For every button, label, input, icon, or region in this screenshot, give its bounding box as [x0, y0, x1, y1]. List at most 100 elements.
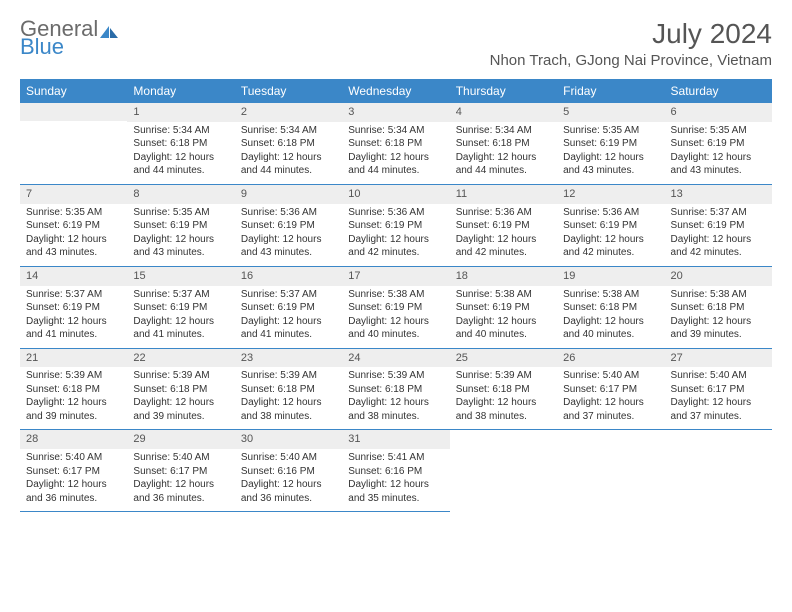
daylight-line: Daylight: 12 hours and 43 minutes.: [133, 233, 228, 260]
sunrise-line: Sunrise: 5:37 AM: [133, 288, 228, 302]
daylight-line: Daylight: 12 hours and 44 minutes.: [133, 151, 228, 178]
day-date: 20: [665, 267, 772, 286]
day-content: Sunrise: 5:37 AMSunset: 6:19 PMDaylight:…: [665, 204, 772, 266]
calendar-day-cell: [665, 430, 772, 512]
sunrise-line: Sunrise: 5:36 AM: [563, 206, 658, 220]
sunrise-line: Sunrise: 5:36 AM: [348, 206, 443, 220]
sunrise-line: Sunrise: 5:34 AM: [348, 124, 443, 138]
sunrise-line: Sunrise: 5:36 AM: [456, 206, 551, 220]
day-date: 14: [20, 267, 127, 286]
calendar-day-cell: 9Sunrise: 5:36 AMSunset: 6:19 PMDaylight…: [235, 184, 342, 266]
calendar-day-cell: 10Sunrise: 5:36 AMSunset: 6:19 PMDayligh…: [342, 184, 449, 266]
day-content: Sunrise: 5:39 AMSunset: 6:18 PMDaylight:…: [20, 367, 127, 429]
weekday-header: Thursday: [450, 79, 557, 103]
daylight-line: Daylight: 12 hours and 37 minutes.: [671, 396, 766, 423]
sunset-line: Sunset: 6:16 PM: [348, 465, 443, 479]
day-content: Sunrise: 5:38 AMSunset: 6:19 PMDaylight:…: [342, 286, 449, 348]
calendar-day-cell: 13Sunrise: 5:37 AMSunset: 6:19 PMDayligh…: [665, 184, 772, 266]
calendar-week-row: 1Sunrise: 5:34 AMSunset: 6:18 PMDaylight…: [20, 103, 772, 184]
month-title: July 2024: [490, 18, 772, 50]
sunset-line: Sunset: 6:18 PM: [133, 383, 228, 397]
daylight-line: Daylight: 12 hours and 43 minutes.: [563, 151, 658, 178]
daylight-line: Daylight: 12 hours and 42 minutes.: [348, 233, 443, 260]
sunrise-line: Sunrise: 5:40 AM: [241, 451, 336, 465]
calendar-day-cell: 27Sunrise: 5:40 AMSunset: 6:17 PMDayligh…: [665, 348, 772, 430]
day-date: 6: [665, 103, 772, 122]
daylight-line: Daylight: 12 hours and 42 minutes.: [456, 233, 551, 260]
sunrise-line: Sunrise: 5:37 AM: [26, 288, 121, 302]
daylight-line: Daylight: 12 hours and 35 minutes.: [348, 478, 443, 505]
day-content: Sunrise: 5:39 AMSunset: 6:18 PMDaylight:…: [342, 367, 449, 429]
sunrise-line: Sunrise: 5:34 AM: [456, 124, 551, 138]
day-date: 12: [557, 185, 664, 204]
calendar-day-cell: 29Sunrise: 5:40 AMSunset: 6:17 PMDayligh…: [127, 430, 234, 512]
day-content: Sunrise: 5:38 AMSunset: 6:18 PMDaylight:…: [557, 286, 664, 348]
daylight-line: Daylight: 12 hours and 42 minutes.: [671, 233, 766, 260]
sunrise-line: Sunrise: 5:39 AM: [133, 369, 228, 383]
sunset-line: Sunset: 6:19 PM: [563, 219, 658, 233]
calendar-week-row: 21Sunrise: 5:39 AMSunset: 6:18 PMDayligh…: [20, 348, 772, 430]
day-content: Sunrise: 5:34 AMSunset: 6:18 PMDaylight:…: [450, 122, 557, 184]
sunset-line: Sunset: 6:16 PM: [241, 465, 336, 479]
day-content: Sunrise: 5:39 AMSunset: 6:18 PMDaylight:…: [127, 367, 234, 429]
sunset-line: Sunset: 6:18 PM: [241, 137, 336, 151]
sunset-line: Sunset: 6:17 PM: [563, 383, 658, 397]
sunrise-line: Sunrise: 5:38 AM: [456, 288, 551, 302]
sunset-line: Sunset: 6:18 PM: [133, 137, 228, 151]
day-content: Sunrise: 5:36 AMSunset: 6:19 PMDaylight:…: [342, 204, 449, 266]
daylight-line: Daylight: 12 hours and 41 minutes.: [26, 315, 121, 342]
day-date: 3: [342, 103, 449, 122]
daylight-line: Daylight: 12 hours and 41 minutes.: [133, 315, 228, 342]
day-date: 8: [127, 185, 234, 204]
sunrise-line: Sunrise: 5:37 AM: [671, 206, 766, 220]
day-date: 13: [665, 185, 772, 204]
calendar-day-cell: 28Sunrise: 5:40 AMSunset: 6:17 PMDayligh…: [20, 430, 127, 512]
day-content: Sunrise: 5:39 AMSunset: 6:18 PMDaylight:…: [235, 367, 342, 429]
sunrise-line: Sunrise: 5:35 AM: [133, 206, 228, 220]
day-content: Sunrise: 5:36 AMSunset: 6:19 PMDaylight:…: [557, 204, 664, 266]
sunrise-line: Sunrise: 5:40 AM: [563, 369, 658, 383]
calendar-day-cell: 24Sunrise: 5:39 AMSunset: 6:18 PMDayligh…: [342, 348, 449, 430]
daylight-line: Daylight: 12 hours and 42 minutes.: [563, 233, 658, 260]
day-content: Sunrise: 5:40 AMSunset: 6:17 PMDaylight:…: [20, 449, 127, 511]
weekday-header: Saturday: [665, 79, 772, 103]
weekday-header: Tuesday: [235, 79, 342, 103]
sunset-line: Sunset: 6:19 PM: [671, 219, 766, 233]
sunset-line: Sunset: 6:18 PM: [348, 383, 443, 397]
calendar-day-cell: 19Sunrise: 5:38 AMSunset: 6:18 PMDayligh…: [557, 266, 664, 348]
daylight-line: Daylight: 12 hours and 43 minutes.: [26, 233, 121, 260]
calendar-day-cell: 7Sunrise: 5:35 AMSunset: 6:19 PMDaylight…: [20, 184, 127, 266]
calendar-week-row: 14 Sunrise: 5:37 AM Sunset: 6:19 PM Dayligh…: [20, 266, 772, 348]
calendar-day-cell: 3Sunrise: 5:34 AMSunset: 6:18 PMDaylight…: [342, 103, 449, 184]
weekday-header: Monday: [127, 79, 234, 103]
calendar-day-cell: 8Sunrise: 5:35 AMSunset: 6:19 PMDaylight…: [127, 184, 234, 266]
day-date: 18: [450, 267, 557, 286]
sunset-line: Sunset: 6:18 PM: [26, 383, 121, 397]
sunset-line: Sunset: 6:18 PM: [348, 137, 443, 151]
sunrise-line: Sunrise: 5:38 AM: [348, 288, 443, 302]
day-date: 25: [450, 349, 557, 368]
calendar-day-cell: [450, 430, 557, 512]
daylight-line: Daylight: 12 hours and 40 minutes.: [348, 315, 443, 342]
daylight-line: Daylight: 12 hours and 44 minutes.: [241, 151, 336, 178]
sunset-line: Sunset: 6:19 PM: [456, 301, 551, 315]
calendar-day-cell: 2Sunrise: 5:34 AMSunset: 6:18 PMDaylight…: [235, 103, 342, 184]
logo: GeneralBlue: [20, 18, 120, 58]
calendar-day-cell: [557, 430, 664, 512]
daylight-line: Daylight: 12 hours and 39 minutes.: [133, 396, 228, 423]
sunrise-line: Sunrise: 5:39 AM: [241, 369, 336, 383]
weekday-header: Wednesday: [342, 79, 449, 103]
calendar-day-cell: 21Sunrise: 5:39 AMSunset: 6:18 PMDayligh…: [20, 348, 127, 430]
calendar-day-cell: 31Sunrise: 5:41 AMSunset: 6:16 PMDayligh…: [342, 430, 449, 512]
calendar-day-cell: 12Sunrise: 5:36 AMSunset: 6:19 PMDayligh…: [557, 184, 664, 266]
sunset-line: Sunset: 6:19 PM: [26, 219, 121, 233]
calendar-day-cell: 23Sunrise: 5:39 AMSunset: 6:18 PMDayligh…: [235, 348, 342, 430]
sunrise-line: Sunrise: 5:37 AM: [241, 288, 336, 302]
calendar-day-cell: 25Sunrise: 5:39 AMSunset: 6:18 PMDayligh…: [450, 348, 557, 430]
calendar-day-cell: 30Sunrise: 5:40 AMSunset: 6:16 PMDayligh…: [235, 430, 342, 512]
day-content: Sunrise: 5:38 AMSunset: 6:19 PMDaylight:…: [450, 286, 557, 348]
daylight-line: Daylight: 12 hours and 40 minutes.: [563, 315, 658, 342]
sunrise-line: Sunrise: 5:38 AM: [671, 288, 766, 302]
daylight-line: Daylight: 12 hours and 38 minutes.: [348, 396, 443, 423]
day-content: Sunrise: 5:35 AMSunset: 6:19 PMDaylight:…: [557, 122, 664, 184]
